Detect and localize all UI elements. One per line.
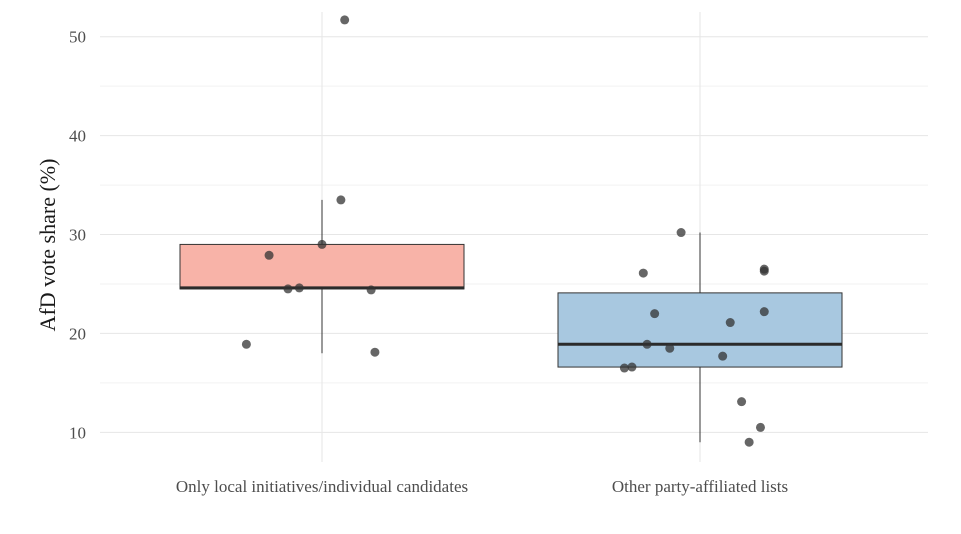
data-point bbox=[264, 250, 274, 260]
y-axis-ticks: 10 20 30 40 50 bbox=[69, 28, 86, 443]
y-tick-label: 50 bbox=[69, 28, 86, 47]
data-point bbox=[638, 268, 648, 278]
data-point bbox=[718, 351, 728, 361]
box bbox=[557, 292, 843, 368]
data-point bbox=[755, 422, 765, 432]
y-tick-label: 40 bbox=[69, 127, 86, 146]
data-point bbox=[317, 239, 327, 249]
data-point bbox=[627, 362, 637, 372]
y-axis-title: AfD vote share (%) bbox=[35, 159, 60, 332]
data-point bbox=[650, 309, 660, 319]
data-point bbox=[759, 307, 769, 317]
boxplots bbox=[179, 199, 843, 443]
boxplot-2 bbox=[557, 232, 843, 443]
boxplot-1 bbox=[179, 199, 465, 354]
data-point bbox=[725, 318, 735, 328]
data-points bbox=[241, 15, 769, 447]
box bbox=[179, 243, 465, 290]
data-point bbox=[619, 363, 629, 373]
y-tick-label: 20 bbox=[69, 324, 86, 343]
data-point bbox=[642, 339, 652, 349]
data-point bbox=[283, 284, 293, 294]
x-tick-label: Other party-affiliated lists bbox=[612, 477, 788, 496]
data-point bbox=[759, 264, 769, 274]
data-point bbox=[340, 15, 350, 25]
data-point bbox=[744, 437, 754, 447]
data-point bbox=[676, 228, 686, 238]
x-axis-ticks: Only local initiatives/individual candid… bbox=[176, 477, 788, 496]
data-point bbox=[737, 397, 747, 407]
data-point bbox=[366, 285, 376, 295]
y-tick-label: 10 bbox=[69, 423, 86, 442]
x-tick-label: Only local initiatives/individual candid… bbox=[176, 477, 468, 496]
grid bbox=[100, 12, 928, 462]
y-tick-label: 30 bbox=[69, 226, 86, 245]
data-point bbox=[241, 339, 251, 349]
data-point bbox=[370, 347, 380, 357]
data-point bbox=[665, 343, 675, 353]
data-point bbox=[294, 283, 304, 293]
data-point bbox=[336, 195, 346, 205]
